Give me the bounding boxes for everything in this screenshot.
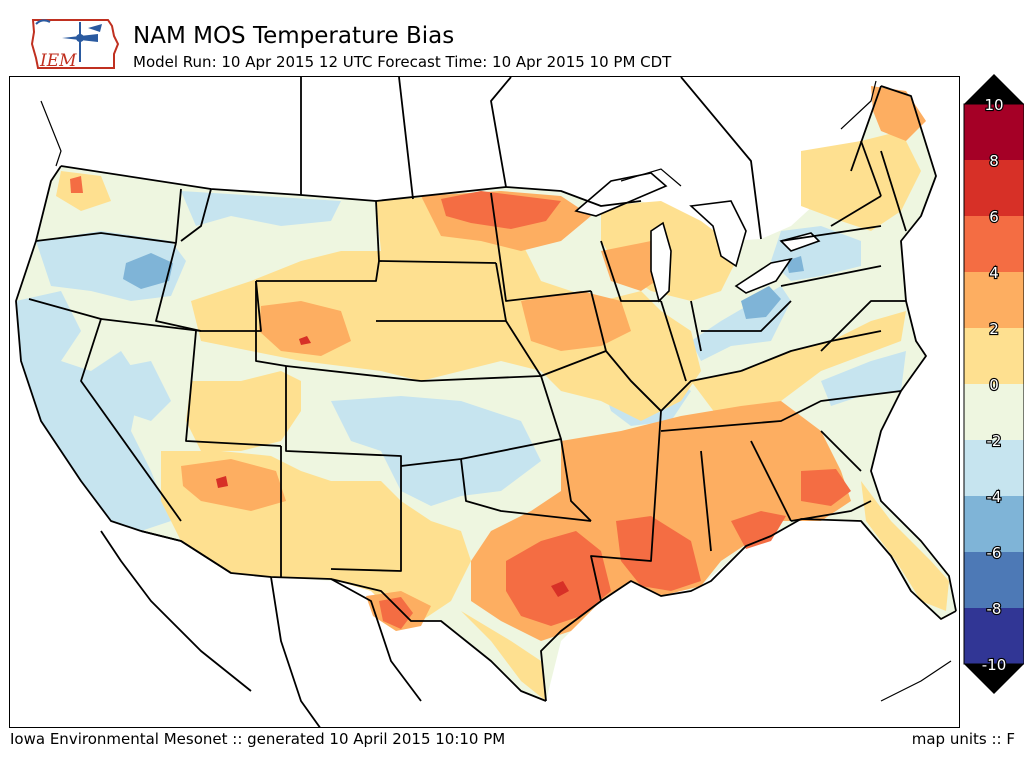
colorbar-tick-label: -6 (987, 544, 1002, 562)
colorbar-under-arrow (964, 664, 1024, 694)
temperature-bias-map (15, 77, 957, 727)
colorbar-tick-label: -2 (987, 432, 1002, 450)
colorbar-tick-label: 4 (989, 264, 999, 282)
colorbar-bin (964, 216, 1024, 273)
colorbar-tick-label: 2 (989, 320, 999, 338)
colorbar-tick-label: 0 (989, 376, 999, 394)
colorbar-bin (964, 104, 1024, 161)
bias-minus4-to-minus6 (123, 253, 804, 319)
bias-0-to-2 (56, 131, 949, 701)
weather-vane-icon (35, 19, 102, 62)
chart-subtitle: Model Run: 10 Apr 2015 12 UTC Forecast T… (133, 53, 672, 71)
iowa-outline-icon (30, 19, 120, 69)
colorbar-bin (964, 552, 1024, 609)
colorbar-tick-label: -10 (982, 656, 1007, 674)
bias-4-to-6 (70, 176, 851, 629)
colorbar-tick-label: 8 (989, 152, 999, 170)
colorbar-over-arrow (964, 74, 1024, 104)
international-lines (40, 80, 952, 702)
colorbar-tick-label: -8 (987, 600, 1002, 618)
logo-text: IEM (39, 51, 77, 71)
colorbar-tick-label: 10 (984, 96, 1003, 114)
iem-logo: IEM (30, 19, 120, 71)
colorbar-bin (964, 272, 1024, 329)
colorbar-bin (964, 328, 1024, 385)
bias-6-to-8 (216, 336, 569, 597)
colorbar-tick-label: -4 (987, 488, 1002, 506)
map-frame (9, 76, 960, 728)
colorbar-bin (964, 384, 1024, 441)
colorbar-tick-label: 6 (989, 208, 999, 226)
colorbar-bin (964, 496, 1024, 553)
footer-credit: Iowa Environmental Mesonet :: generated … (10, 730, 506, 748)
chart-title: NAM MOS Temperature Bias (133, 23, 455, 49)
state-boundaries (15, 77, 957, 727)
colorbar: 10 8 6 4 2 0 -2 -4 -6 -8 -10 (963, 74, 1024, 694)
colorbar-bin (964, 440, 1024, 497)
colorbar-bin (964, 608, 1024, 665)
colorbar-bin (964, 160, 1024, 217)
footer-units: map units :: F (911, 730, 1015, 748)
